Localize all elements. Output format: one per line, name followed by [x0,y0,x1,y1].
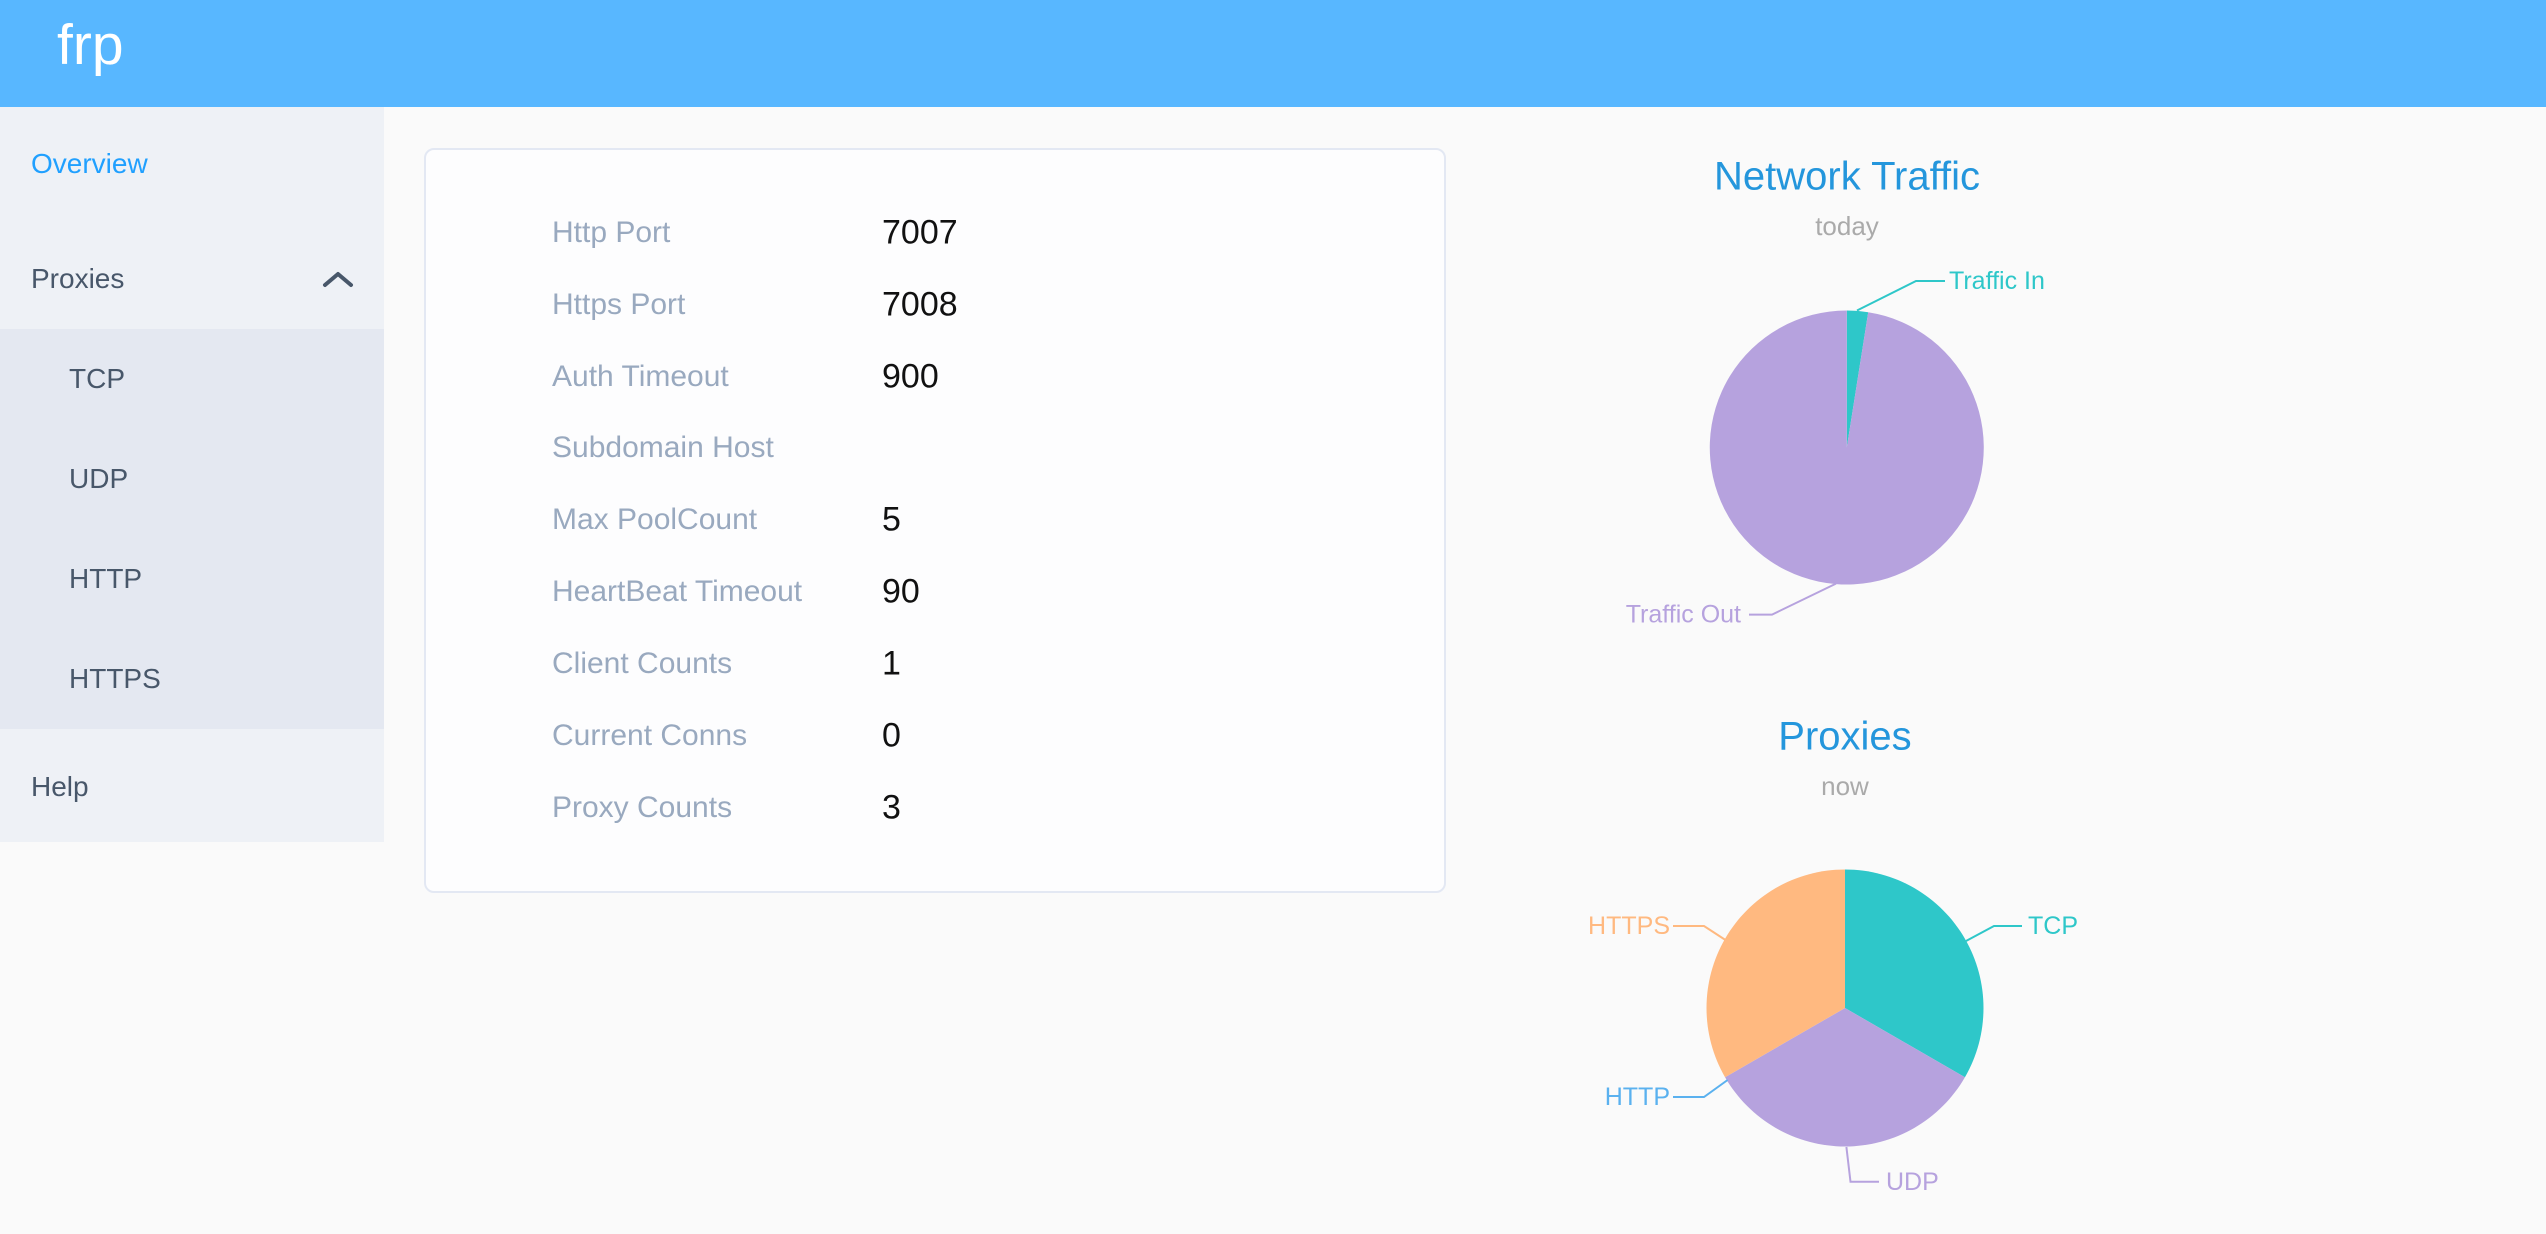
svg-text:Proxies: Proxies [1778,715,1911,759]
svg-text:today: today [1815,211,1879,241]
svg-text:Traffic Out: Traffic Out [1626,601,1741,629]
svg-text:HTTPS: HTTPS [1588,912,1670,940]
svg-text:now: now [1821,771,1869,801]
svg-text:Network Traffic: Network Traffic [1714,155,1980,199]
svg-text:Traffic In: Traffic In [1949,267,2045,295]
svg-text:UDP: UDP [1886,1168,1939,1196]
svg-text:HTTP: HTTP [1605,1083,1670,1111]
svg-text:TCP: TCP [2028,912,2078,940]
